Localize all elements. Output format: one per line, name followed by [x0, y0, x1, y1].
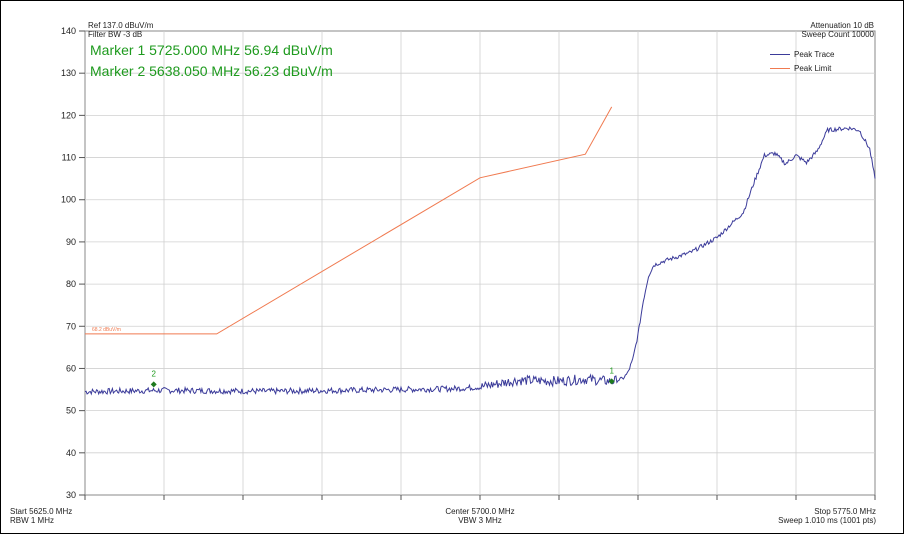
legend-peak-limit-label: Peak Limit — [794, 64, 832, 73]
marker-2-readout: Marker 2 5638.050 MHz 56.23 dBuV/m — [90, 63, 333, 79]
marker-1-diamond — [608, 378, 615, 385]
y-tick-label: 90 — [66, 237, 76, 247]
y-tick-label: 30 — [66, 490, 76, 500]
y-tick-label: 120 — [61, 110, 76, 120]
legend-peak-trace-label: Peak Trace — [794, 50, 835, 59]
header-left: Ref 137.0 dBuV/m Filter BW -3 dB — [88, 21, 153, 39]
marker-1-label: 1 — [609, 366, 614, 375]
legend-peak-trace: Peak Trace — [770, 50, 834, 59]
y-tick-label: 40 — [66, 448, 76, 458]
start-freq-text: Start 5625.0 MHz — [10, 507, 73, 516]
center-freq-text: Center 5700.0 MHz — [445, 507, 515, 516]
legend-peak-trace-swatch — [770, 54, 790, 55]
y-tick-label: 110 — [62, 153, 76, 163]
footer-right: Stop 5775.0 MHz Sweep 1.010 ms (1001 pts… — [778, 507, 876, 525]
y-tick-label: 100 — [61, 195, 76, 205]
limit-line-label: 68.2 dBuV/m — [92, 327, 121, 333]
filter-bw-text: Filter BW -3 dB — [88, 30, 143, 39]
peak-trace-line — [84, 126, 876, 396]
marker-1-readout: Marker 1 5725.000 MHz 56.94 dBuV/m — [90, 42, 333, 58]
header-right: Attenuation 10 dB Sweep Count 10000 — [802, 21, 875, 39]
y-tick-label: 50 — [66, 406, 76, 416]
sweep-time-text: Sweep 1.010 ms (1001 pts) — [778, 516, 876, 525]
legend-peak-limit: Peak Limit — [770, 64, 831, 73]
peak-limit-line — [85, 106, 613, 335]
y-tick-label: 80 — [66, 279, 76, 289]
rbw-text: RBW 1 MHz — [10, 516, 54, 525]
y-tick-label: 130 — [61, 68, 76, 78]
y-tick-label: 140 — [61, 26, 76, 36]
marker-2-label: 2 — [152, 369, 157, 378]
attenuation-text: Attenuation 10 dB — [810, 21, 874, 30]
vbw-text: VBW 3 MHz — [458, 516, 502, 525]
stop-freq-text: Stop 5775.0 MHz — [814, 507, 876, 516]
marker-2-diamond — [150, 381, 157, 388]
y-tick-label: 60 — [66, 363, 76, 373]
footer-center: Center 5700.0 MHz VBW 3 MHz — [420, 507, 540, 525]
footer-left: Start 5625.0 MHz RBW 1 MHz — [10, 507, 72, 525]
sweep-count-text: Sweep Count 10000 — [801, 30, 875, 39]
y-tick-label: 70 — [66, 321, 76, 331]
legend-peak-limit-swatch — [770, 68, 790, 69]
ref-level-text: Ref 137.0 dBuV/m — [88, 21, 154, 30]
